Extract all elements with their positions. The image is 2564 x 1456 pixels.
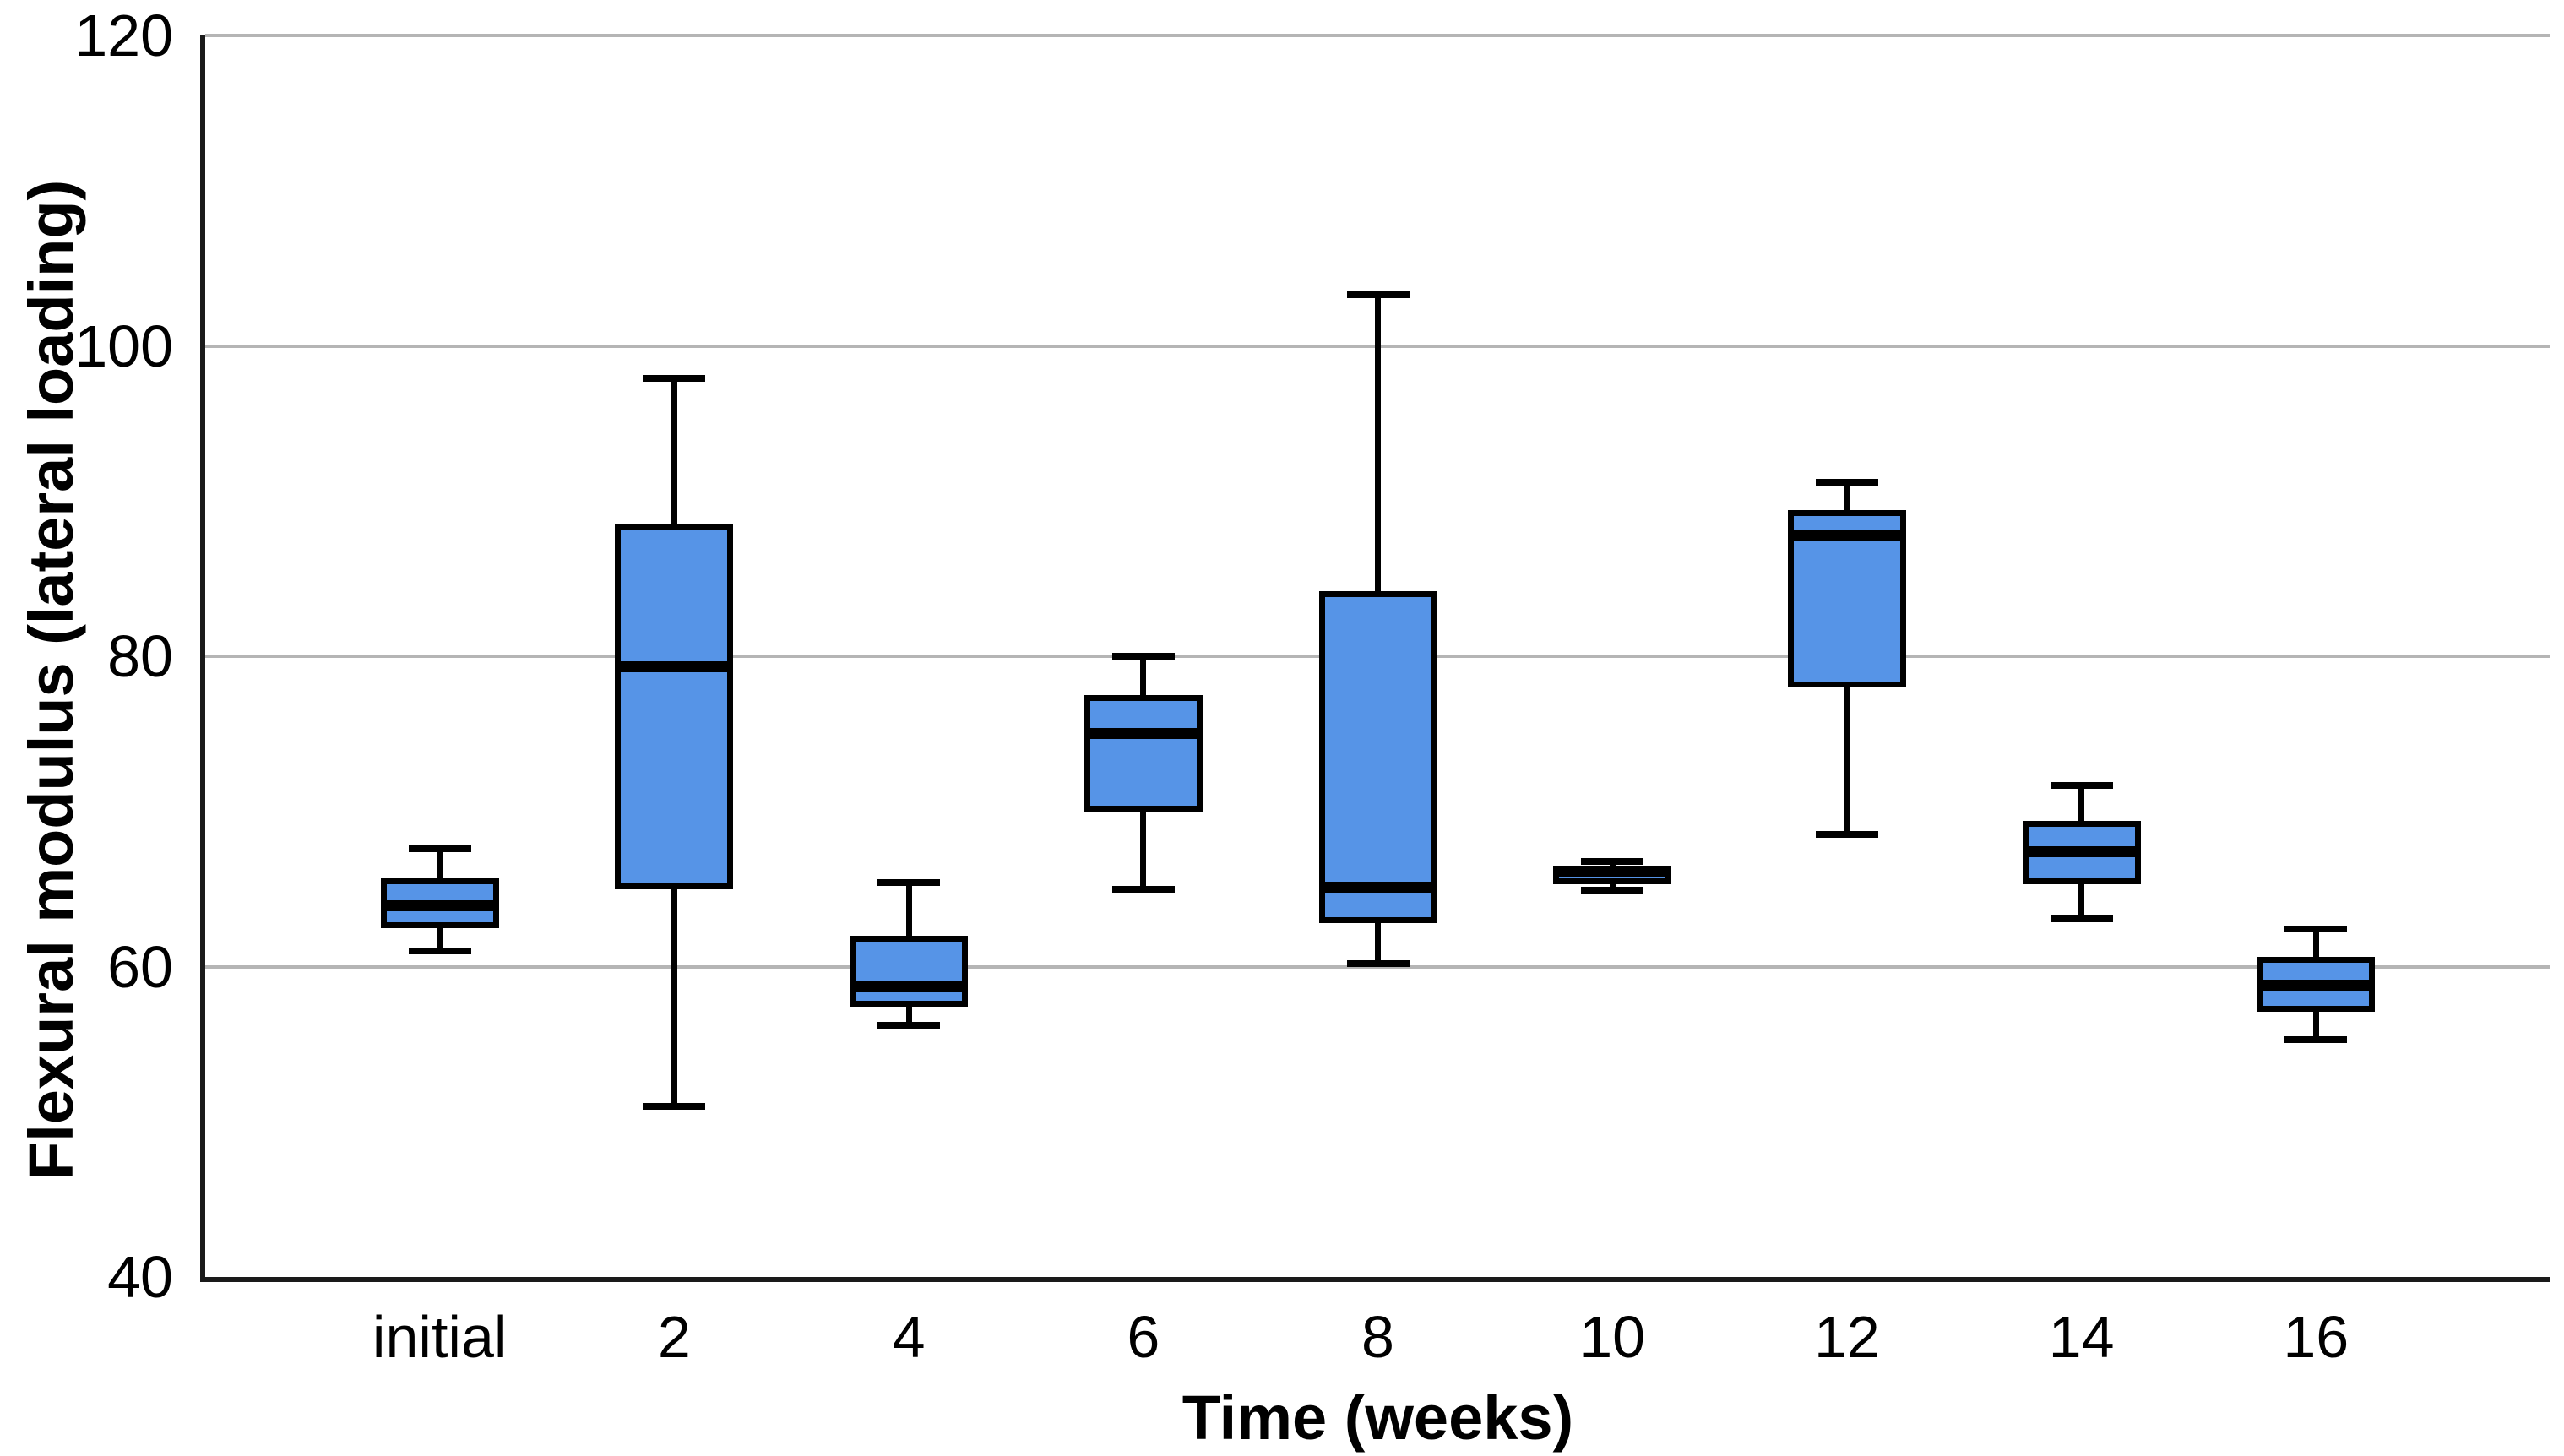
x-axis-line: [200, 1277, 2550, 1282]
lower-whisker: [437, 927, 443, 952]
upper-whisker-cap: [877, 879, 941, 887]
y-tick-label-60: 60: [107, 933, 173, 1000]
upper-whisker: [437, 848, 443, 878]
upper-whisker: [1140, 656, 1147, 695]
upper-whisker-cap: [2284, 926, 2348, 933]
lower-whisker-cap: [2050, 915, 2113, 922]
x-tick-label-6: 6: [1127, 1304, 1160, 1370]
upper-whisker: [2078, 785, 2085, 821]
lower-whisker-cap: [1581, 887, 1644, 894]
y-tick-label-100: 100: [74, 312, 173, 379]
iqr-box: [615, 524, 734, 889]
upper-whisker-cap: [1346, 291, 1410, 298]
upper-whisker: [1844, 482, 1850, 511]
iqr-box: [850, 935, 969, 1008]
lower-whisker: [1140, 811, 1147, 889]
median-line: [1084, 728, 1203, 740]
gridline-120: [205, 34, 2550, 37]
lower-whisker-cap: [408, 948, 471, 955]
y-axis-title: Flexural modulus (lateral loading): [16, 179, 86, 1180]
lower-whisker-cap: [1815, 831, 1878, 839]
lower-whisker: [2312, 1011, 2319, 1040]
upper-whisker: [905, 883, 912, 936]
x-tick-label-14: 14: [2048, 1304, 2115, 1370]
lower-whisker-cap: [2284, 1035, 2348, 1043]
median-line: [1318, 882, 1437, 894]
lower-whisker: [1375, 923, 1381, 964]
median-line: [2257, 980, 2376, 991]
upper-whisker-cap: [2050, 781, 2113, 789]
median-line: [1787, 530, 1906, 541]
iqr-box: [1084, 694, 1203, 812]
x-tick-label-4: 4: [892, 1304, 926, 1370]
lower-whisker: [905, 1007, 912, 1026]
lower-whisker: [671, 888, 677, 1106]
y-tick-label-40: 40: [107, 1244, 173, 1310]
lower-whisker: [1844, 687, 1850, 835]
iqr-box: [1318, 590, 1437, 924]
median-line: [1553, 866, 1672, 877]
upper-whisker-cap: [1111, 653, 1175, 660]
median-line: [615, 661, 734, 673]
median-line: [380, 900, 499, 912]
upper-whisker-cap: [643, 375, 706, 383]
upper-whisker: [671, 378, 677, 524]
median-line: [2022, 846, 2141, 858]
lower-whisker: [2078, 884, 2085, 919]
x-tick-label-initial: initial: [372, 1304, 508, 1370]
lower-whisker-cap: [643, 1102, 706, 1110]
upper-whisker-cap: [1581, 857, 1644, 865]
upper-whisker-cap: [1815, 479, 1878, 486]
upper-whisker-cap: [408, 845, 471, 852]
upper-whisker: [1375, 294, 1381, 591]
lower-whisker-cap: [1111, 885, 1175, 893]
y-tick-label-80: 80: [107, 623, 173, 689]
x-tick-label-2: 2: [657, 1304, 691, 1370]
x-tick-label-12: 12: [1813, 1304, 1880, 1370]
upper-whisker: [2312, 929, 2319, 958]
x-tick-label-10: 10: [1579, 1304, 1646, 1370]
y-tick-label-120: 120: [74, 3, 173, 68]
x-tick-label-16: 16: [2283, 1304, 2349, 1370]
y-axis-line: [200, 35, 205, 1282]
x-axis-title: Time (weeks): [1182, 1383, 1574, 1453]
median-line: [850, 981, 969, 992]
lower-whisker-cap: [877, 1022, 941, 1030]
lower-whisker-cap: [1346, 959, 1410, 967]
x-tick-label-8: 8: [1361, 1304, 1394, 1370]
